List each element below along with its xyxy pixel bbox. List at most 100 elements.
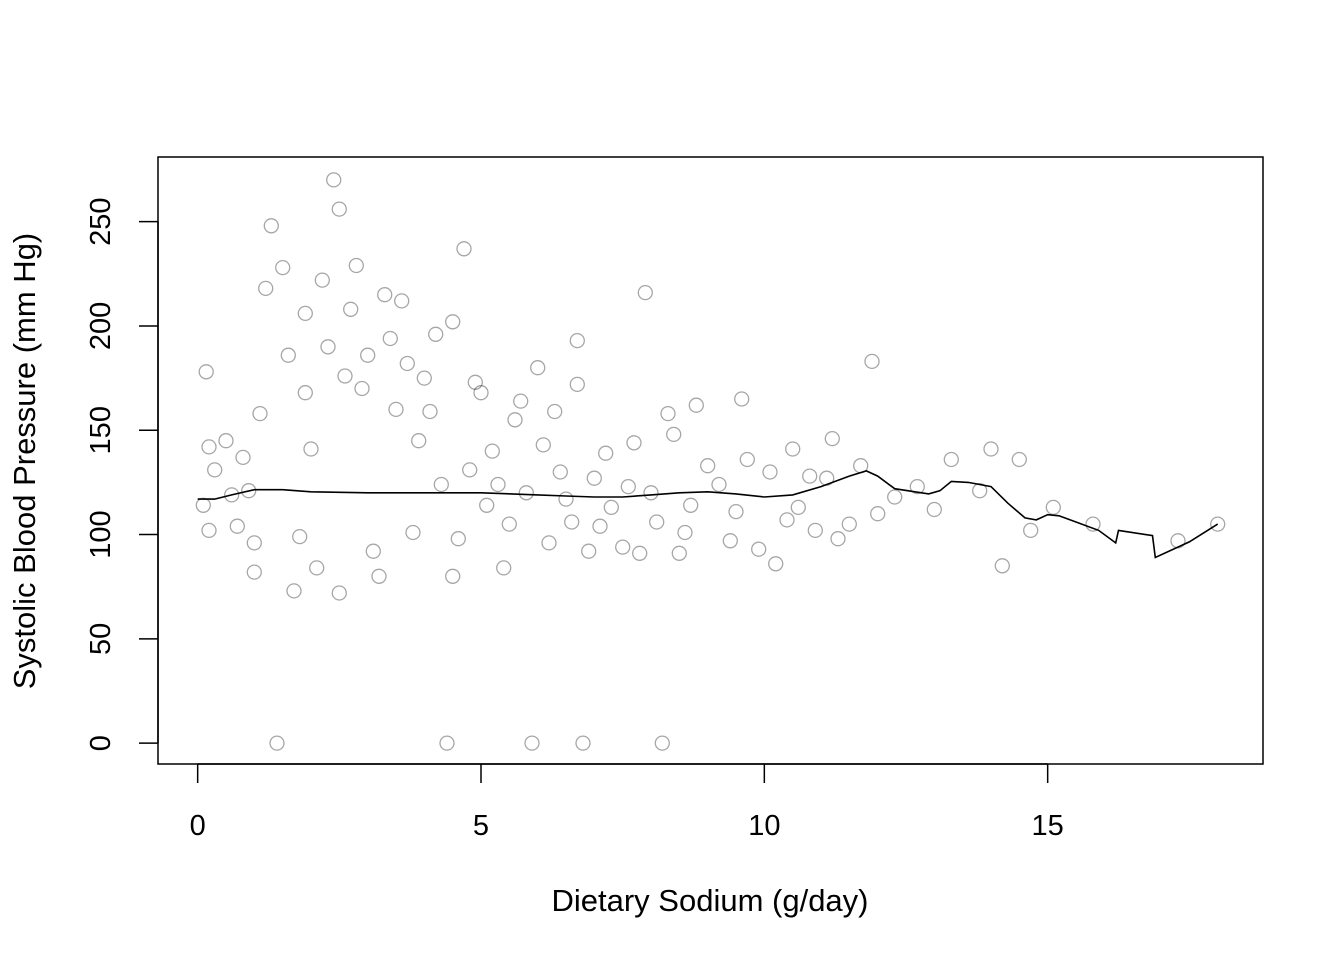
data-point: [246, 564, 262, 580]
data-point: [331, 201, 347, 217]
data-point: [297, 385, 313, 401]
data-point: [518, 485, 534, 501]
y-tick-label: 200: [85, 302, 117, 350]
data-point: [433, 476, 449, 493]
data-point: [377, 287, 393, 303]
data-point: [807, 522, 823, 539]
data-point: [252, 405, 268, 422]
data-point: [496, 560, 512, 576]
data-point: [1023, 522, 1039, 539]
data-point: [473, 385, 489, 401]
data-point: [405, 524, 421, 541]
data-point: [462, 462, 478, 478]
data-point: [779, 512, 795, 528]
data-point: [751, 541, 767, 557]
data-points: [195, 172, 1226, 751]
x-tick-label: 15: [1032, 810, 1064, 842]
data-point: [263, 218, 279, 234]
data-point: [382, 330, 398, 347]
data-point: [541, 535, 557, 551]
data-point: [388, 401, 404, 418]
data-point: [513, 393, 529, 409]
data-point: [450, 531, 466, 547]
data-point: [399, 355, 415, 372]
data-point: [235, 449, 251, 466]
data-point: [632, 545, 648, 561]
x-tick-label: 10: [748, 810, 780, 842]
data-point: [535, 437, 551, 453]
data-point: [700, 458, 716, 474]
data-point: [416, 370, 432, 386]
data-point: [479, 497, 495, 513]
data-point: [739, 451, 755, 468]
y-tick-label: 250: [85, 197, 117, 245]
data-point: [785, 441, 801, 457]
data-point: [643, 485, 659, 501]
data-point: [337, 368, 353, 384]
data-point: [677, 524, 693, 541]
data-point: [198, 364, 214, 380]
data-point: [909, 478, 925, 495]
data-point: [660, 405, 676, 422]
data-point: [637, 284, 653, 301]
data-point: [246, 535, 262, 551]
data-point: [218, 433, 234, 449]
data-point: [530, 360, 546, 376]
data-point: [258, 280, 274, 297]
data-point: [762, 464, 778, 480]
data-point: [365, 543, 381, 559]
data-point: [768, 556, 784, 572]
data-point: [224, 487, 240, 503]
data-point: [445, 314, 461, 330]
data-point: [824, 430, 840, 447]
data-point: [467, 374, 483, 390]
x-tick-label: 5: [473, 810, 489, 842]
data-point: [841, 516, 857, 532]
data-point: [207, 462, 223, 478]
data-point: [575, 735, 591, 751]
y-axis: 0 50 100 150 200 250: [85, 197, 159, 751]
data-point: [1011, 451, 1027, 468]
data-point: [371, 568, 387, 584]
data-point: [439, 735, 455, 751]
data-point: [943, 451, 959, 468]
y-tick-label: 50: [85, 623, 117, 655]
data-point: [615, 539, 631, 555]
data-point: [490, 476, 506, 493]
data-point: [864, 353, 880, 370]
data-point: [394, 293, 410, 309]
data-point: [728, 503, 744, 520]
data-point: [354, 380, 370, 397]
data-point: [229, 518, 245, 534]
data-point: [722, 533, 738, 549]
data-point: [360, 347, 376, 363]
y-tick-label: 150: [85, 406, 117, 454]
data-point: [620, 478, 636, 495]
data-point: [558, 491, 574, 507]
data-point: [201, 439, 217, 455]
data-point: [654, 735, 670, 751]
data-point: [564, 514, 580, 530]
data-point: [422, 403, 438, 420]
data-point: [292, 528, 308, 545]
data-point: [269, 735, 285, 751]
data-point: [983, 441, 999, 457]
data-point: [887, 489, 903, 505]
x-tick-label: 0: [190, 810, 206, 842]
data-point: [314, 272, 330, 288]
data-point: [326, 172, 342, 188]
data-point: [524, 735, 540, 751]
data-point: [1045, 499, 1061, 516]
data-point: [671, 545, 687, 561]
smooth-trend-line: [197, 470, 1219, 559]
data-point: [1085, 516, 1101, 532]
data-point: [507, 412, 523, 428]
data-point: [603, 499, 619, 516]
data-point: [484, 443, 500, 459]
data-point: [445, 568, 461, 584]
data-point: [649, 514, 665, 530]
data-point: [428, 326, 444, 342]
data-point: [581, 543, 597, 559]
data-point: [331, 585, 347, 601]
data-point: [241, 483, 257, 499]
